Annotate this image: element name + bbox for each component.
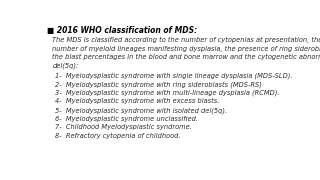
Text: 3-  Myelodysplastic syndrome with multi-lineage dysplasia (RCMD).: 3- Myelodysplastic syndrome with multi-l… — [55, 90, 279, 96]
Text: number of myeloid lineages manifesting dysplasia, the presence of ring siderobla: number of myeloid lineages manifesting d… — [52, 45, 320, 51]
Text: 8-  Refractory cytopenia of childhood.: 8- Refractory cytopenia of childhood. — [55, 133, 180, 139]
Text: The MDS is classified according to the number of cytopenias at presentation, the: The MDS is classified according to the n… — [52, 37, 320, 43]
Text: 7-  Childhood Myelodysplastic syndrome.: 7- Childhood Myelodysplastic syndrome. — [55, 124, 192, 130]
Text: ■ 2016 WHO classification of MDS:: ■ 2016 WHO classification of MDS: — [47, 26, 197, 35]
Text: 5-  Myelodysplastic syndrome with isolated del(5q).: 5- Myelodysplastic syndrome with isolate… — [55, 107, 227, 114]
Text: 2-  Myelodysplastic syndrome with ring sideroblasts (MDS-RS): 2- Myelodysplastic syndrome with ring si… — [55, 81, 262, 88]
Text: 4-  Myelodysplastic syndrome with excess blasts.: 4- Myelodysplastic syndrome with excess … — [55, 98, 219, 105]
Text: the blast percentages in the blood and bone marrow and the cytogenetic abnormali: the blast percentages in the blood and b… — [52, 54, 320, 60]
Text: 1-  Myelodysplastic syndrome with single lineage dysplasia (MDS-SLD).: 1- Myelodysplastic syndrome with single … — [55, 73, 292, 79]
Text: 6-  Myelodysplastic syndrome unclassified.: 6- Myelodysplastic syndrome unclassified… — [55, 116, 198, 122]
Text: del(5q):: del(5q): — [52, 63, 79, 69]
